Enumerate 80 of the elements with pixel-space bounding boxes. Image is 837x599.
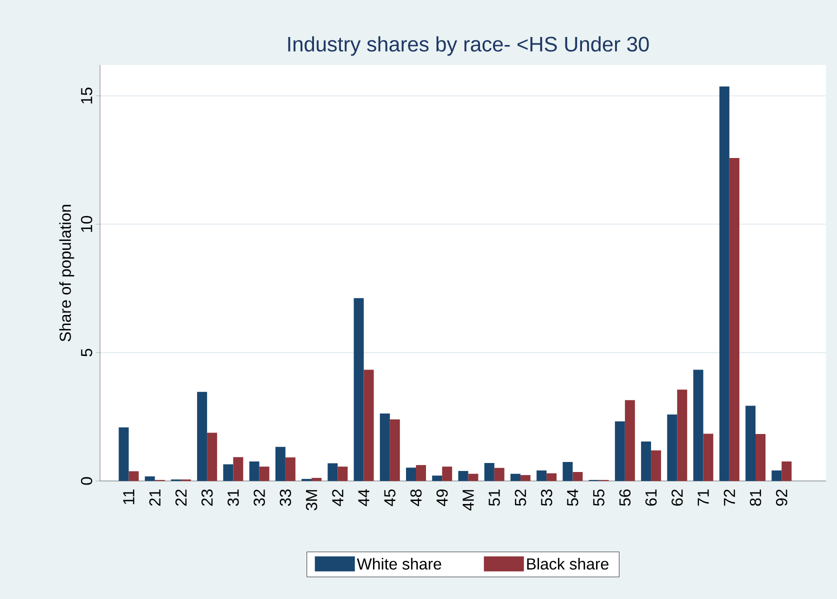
bar [285,457,296,481]
x-tick-label: 71 [698,490,709,506]
x-tick-label: 4M [462,490,474,511]
bar [354,298,364,481]
bar [719,86,730,481]
bar [328,463,338,481]
bar [275,446,286,481]
bar [118,427,129,481]
x-tick-label: 51 [488,490,500,506]
x-tick-label: 11 [123,490,134,504]
x-tick-label: 61 [645,490,657,506]
chart-title: Industry shares by race- <HS Under 30 [288,36,649,56]
bar [458,470,468,481]
x-tick-label: 56 [619,489,631,506]
bar [144,476,155,481]
bar [390,419,400,481]
bar [614,421,625,481]
bar [484,463,494,481]
x-tick-label: 32 [254,490,265,506]
bar [197,392,208,481]
bar [223,464,234,481]
x-tick-label: 3M [306,490,318,510]
x-tick-label: 72 [724,490,735,506]
bar [510,474,520,481]
x-tick-label: 92 [776,490,788,506]
bar [468,474,478,481]
bar [772,470,782,481]
x-tick-label: 31 [228,490,239,506]
bar [364,370,374,481]
bar [572,472,583,481]
legend-label: Black share [527,558,608,570]
y-tick-label: 0 [80,477,92,485]
bar [782,461,792,481]
y-tick-label: 10 [80,216,92,232]
y-tick-label: 15 [81,88,92,104]
x-tick-label: 44 [358,489,370,506]
bar [729,158,740,481]
x-tick-label: 52 [514,490,526,506]
x-tick-label: 45 [384,489,396,506]
bar [641,441,652,481]
x-tick-label: 53 [540,489,552,506]
x-tick-label: 42 [332,490,344,506]
x-tick-label: 48 [410,489,422,506]
bar [432,476,442,481]
legend-label: White share [356,558,442,570]
x-tick-label: 55 [593,489,604,506]
x-tick-label: 23 [201,489,213,506]
x-tick-label: 54 [567,489,578,506]
bar [259,466,270,481]
bar [746,406,756,481]
bar [494,468,504,481]
bar [536,470,547,481]
bar [667,414,678,481]
bar [207,432,218,481]
x-tick-label: 62 [672,490,683,506]
bar [546,473,557,481]
y-axis-title: Share of population [59,204,74,342]
x-tick-label: 22 [175,490,187,506]
bar [520,475,530,481]
bar [312,478,322,481]
bar [406,468,416,481]
bar [442,466,452,481]
bar [703,434,714,481]
bar [128,471,139,481]
bar [249,461,260,481]
bar [380,413,390,481]
bar [651,450,662,481]
bar [562,462,573,481]
y-tick-label: 5 [81,348,92,356]
bar [338,466,348,481]
x-tick-label: 81 [750,490,762,506]
bar [677,390,688,481]
bar [416,465,426,481]
x-tick-label: 49 [436,490,448,506]
x-tick-label: 33 [280,489,292,506]
bar [693,370,704,481]
bar [233,457,244,481]
x-tick-label: 21 [149,490,160,506]
bar [756,434,766,481]
bar [624,400,635,481]
